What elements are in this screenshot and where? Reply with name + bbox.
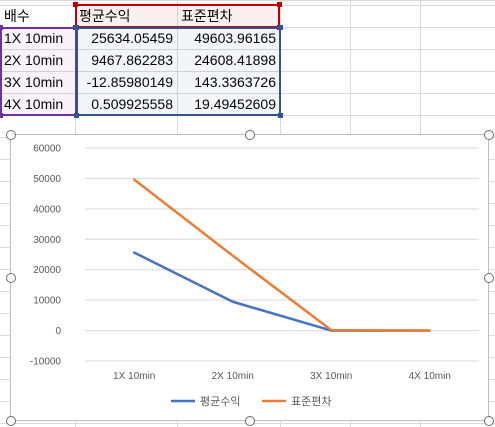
chart-resize-handle[interactable]	[6, 130, 16, 140]
row-gridline	[0, 71, 495, 72]
row-gridline	[0, 49, 495, 50]
data-cell[interactable]: 143.3363726	[194, 74, 276, 90]
chart-resize-handle[interactable]	[484, 416, 494, 426]
y-tick-label: 60000	[33, 144, 61, 155]
data-cell[interactable]: 2X 10min	[4, 52, 64, 68]
line-chart: -10000 0 10000 20000 30000 40000 50000 60000 1X …	[30, 144, 479, 408]
row-gridline	[0, 0, 495, 1]
data-cell[interactable]: 1X 10min	[4, 30, 64, 46]
x-tick-label: 2X 10min	[212, 371, 254, 382]
data-cell[interactable]: 49603.96165	[194, 30, 276, 46]
range-corner-handle[interactable]	[278, 25, 283, 30]
legend-label: 표준편차	[291, 395, 331, 408]
range-corner-handle[interactable]	[0, 25, 3, 30]
y-tick-label: 50000	[33, 174, 61, 185]
range-corner-handle[interactable]	[74, 25, 79, 30]
range-corner-handle[interactable]	[73, 2, 78, 7]
row-gridline	[0, 93, 495, 94]
range-corner-handle[interactable]	[278, 113, 283, 118]
y-tick-label: 0	[55, 326, 61, 337]
y-tick-label: -10000	[30, 357, 62, 368]
legend-label: 평균수익	[200, 395, 240, 408]
chart-resize-handle[interactable]	[484, 130, 494, 140]
x-tick-label: 1X 10min	[113, 371, 155, 382]
chart-resize-handle[interactable]	[6, 273, 16, 283]
chart-area[interactable]: -10000 0 10000 20000 30000 40000 50000 60000 1X …	[10, 134, 489, 421]
range-corner-handle[interactable]	[74, 113, 79, 118]
data-cell[interactable]: 19.49452609	[194, 96, 276, 112]
chart-resize-handle[interactable]	[245, 130, 255, 140]
range-corner-handle[interactable]	[277, 2, 282, 7]
y-tick-label: 10000	[33, 296, 61, 307]
y-tick-label: 20000	[33, 265, 61, 276]
chart-resize-handle[interactable]	[6, 416, 16, 426]
chart-resize-handle[interactable]	[245, 416, 255, 426]
x-tick-label: 4X 10min	[409, 371, 451, 382]
data-cell[interactable]: 0.509925558	[91, 96, 173, 112]
header-cell[interactable]: 평균수익	[79, 8, 131, 24]
data-cell[interactable]: 24608.41898	[194, 52, 276, 68]
data-cell[interactable]: -12.85980149	[86, 74, 173, 90]
x-tick-label: 3X 10min	[310, 371, 352, 382]
range-corner-handle[interactable]	[0, 113, 3, 118]
header-cell[interactable]: 표준편차	[181, 8, 233, 24]
chart-resize-handle[interactable]	[484, 273, 494, 283]
data-cell[interactable]: 3X 10min	[4, 74, 64, 90]
data-cell[interactable]: 4X 10min	[4, 96, 64, 112]
y-tick-label: 30000	[33, 235, 61, 246]
header-cell[interactable]: 배수	[4, 8, 30, 24]
data-cell[interactable]: 25634.05459	[91, 30, 173, 46]
y-tick-label: 40000	[33, 204, 61, 215]
series-line-2	[133, 178, 431, 332]
data-cell[interactable]: 9467.862283	[91, 52, 173, 68]
